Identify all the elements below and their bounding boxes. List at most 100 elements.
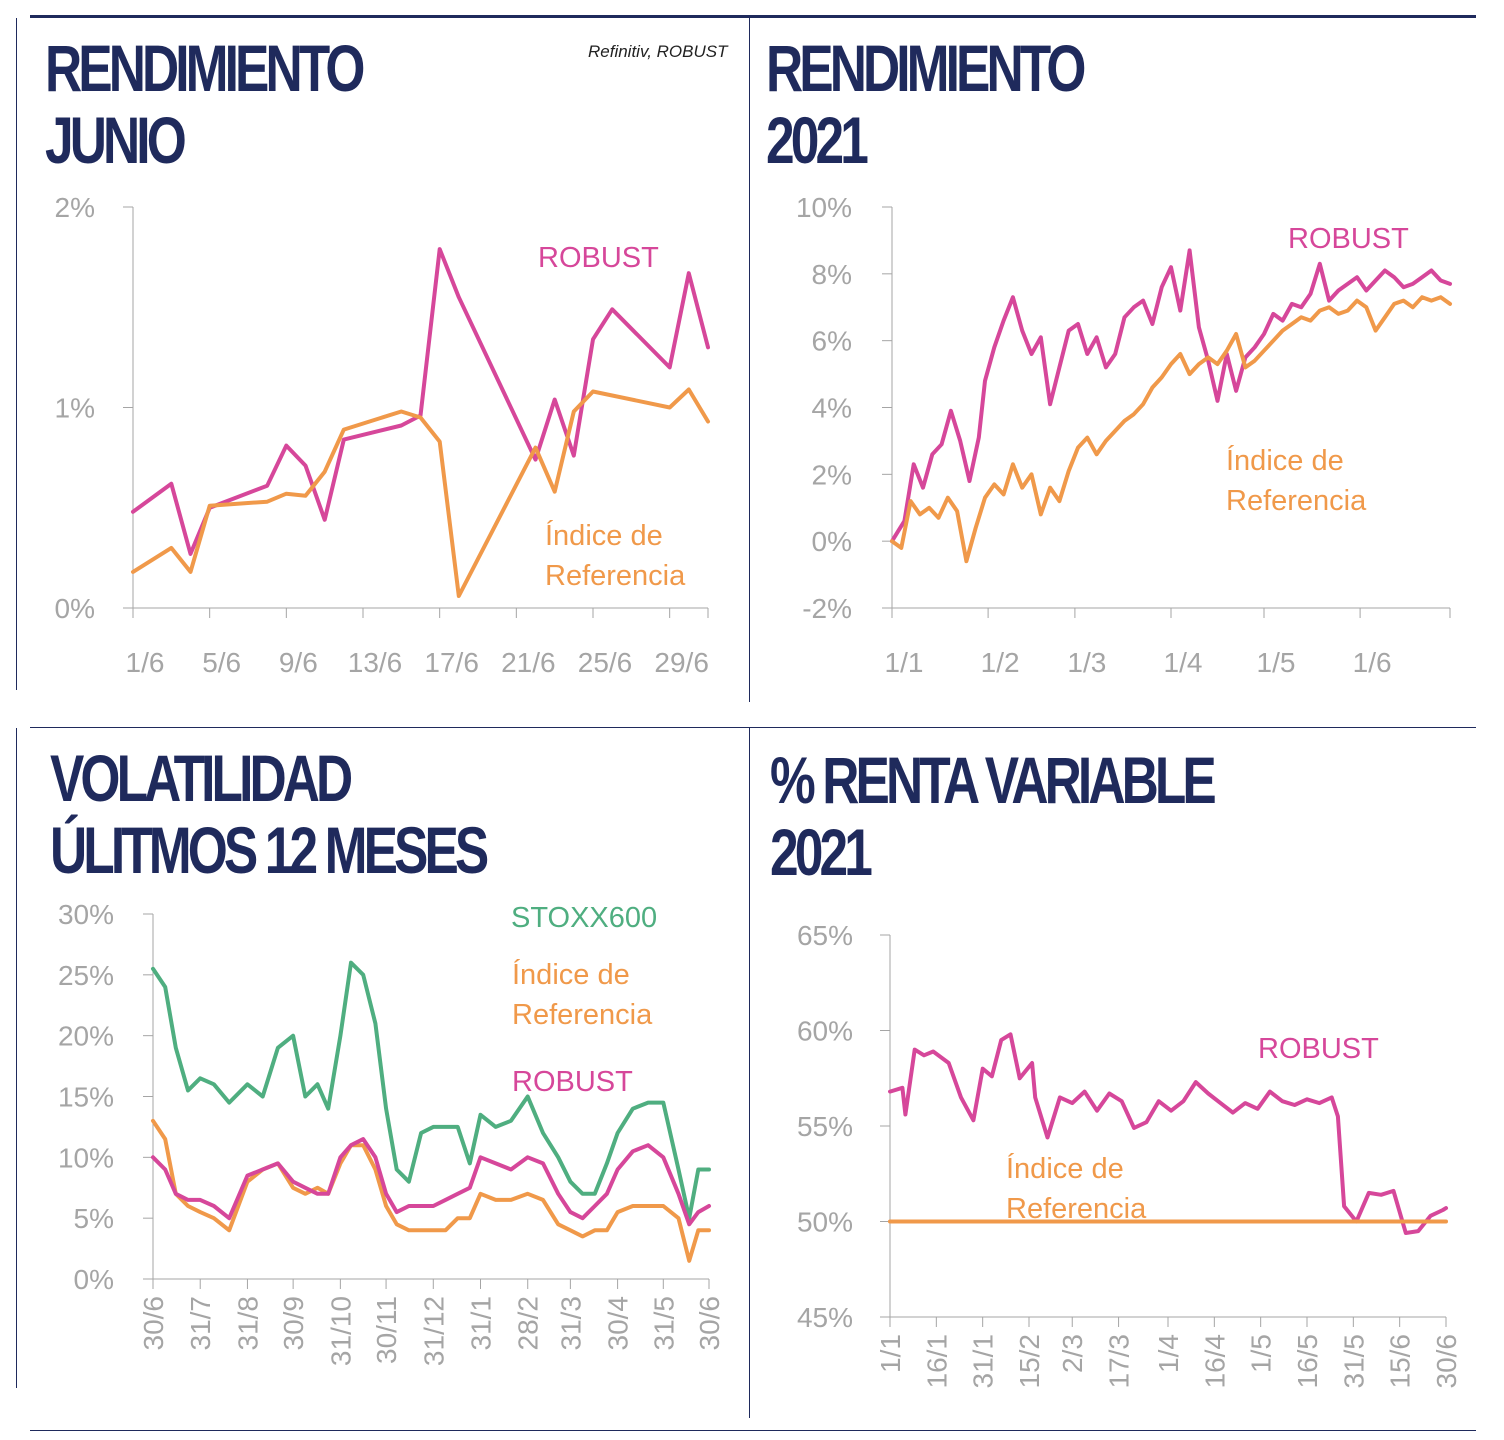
title-line-2: ÚLITMOS 12 MESES <box>50 813 489 887</box>
series-label-indice-de-referencia: Referencia <box>545 560 686 592</box>
y-tick-label: 4% <box>812 393 852 424</box>
x-tick-label: 30/6 <box>138 1296 169 1351</box>
y-tick-label: 10% <box>796 192 852 223</box>
x-tick-label: 1/4 <box>1153 1334 1184 1373</box>
x-tick-label: 16/1 <box>921 1334 952 1389</box>
title-line-2: 2021 <box>766 103 869 177</box>
x-tick-label: 1/5 <box>1246 1334 1277 1373</box>
bottom-rule <box>30 1430 1476 1431</box>
y-tick-label: 2% <box>812 459 852 490</box>
x-tick-label: 2/3 <box>1057 1334 1088 1373</box>
series-label-stoxx600: STOXX600 <box>511 902 657 934</box>
x-tick-label: 30/11 <box>371 1296 402 1364</box>
x-tick-label: 31/10 <box>325 1296 356 1366</box>
x-tick-label: 21/6 <box>501 647 556 678</box>
series-label-indice-de-referencia: Índice de <box>545 519 663 552</box>
title-line-1: RENDIMIENTO <box>766 31 1086 105</box>
series-label-indice-de-referencia: Referencia <box>1006 1193 1147 1225</box>
panel-volatilidad: VOLATILIDAD ÚLITMOS 12 MESES 0% 5% 10% 15% 2… <box>0 728 750 1440</box>
panel-title: VOLATILIDAD ÚLITMOS 12 MESES <box>50 742 489 887</box>
x-tick-label: 31/5 <box>1338 1334 1369 1389</box>
panel-renta-variable: % RENTA VARIABLE 2021 45% 50% 55% 60% 65% 1/1… <box>750 728 1504 1440</box>
x-tick-label: 28/2 <box>513 1296 544 1351</box>
x-tick-label: 1/6 <box>126 647 165 678</box>
x-tick-label: 1/1 <box>885 647 924 678</box>
divider-bottom <box>749 728 750 1418</box>
x-tick-label: 31/3 <box>555 1296 586 1351</box>
panel-title: RENDIMIENTO JUNIO <box>45 31 365 177</box>
x-tick-label: 31/1 <box>968 1334 999 1389</box>
middle-rule <box>30 727 1476 728</box>
y-tick-label: 30% <box>58 899 114 930</box>
y-tick-label: 2% <box>55 192 95 223</box>
series-line-robust <box>151 1137 711 1227</box>
x-tick-label: 31/1 <box>466 1296 497 1351</box>
x-tick-label: 1/4 <box>1164 647 1203 678</box>
x-tick-label: 31/7 <box>185 1296 216 1351</box>
y-tick-label: 65% <box>797 920 853 951</box>
y-tick-label: 0% <box>812 526 852 557</box>
x-tick-label: 30/4 <box>603 1296 634 1351</box>
panel-rendimiento-2021: RENDIMIENTO 2021 -2% 0% 2% 4% 6% 8% 10% 1/1 1/2 1… <box>750 0 1504 720</box>
x-tick-label: 1/5 <box>1257 647 1296 678</box>
panel-rendimiento-junio: RENDIMIENTO JUNIO Refinitiv, ROBUST 0% 1%… <box>0 0 750 720</box>
x-tick-label: 16/5 <box>1292 1334 1323 1389</box>
series-label-indice-de-referencia: Referencia <box>512 999 653 1031</box>
x-tick-label: 17/3 <box>1104 1334 1135 1389</box>
panel-title: % RENTA VARIABLE 2021 <box>770 744 1217 889</box>
y-tick-label: -2% <box>802 593 852 624</box>
y-tick-label: 50% <box>797 1207 853 1238</box>
x-tick-label: 1/1 <box>875 1334 906 1373</box>
x-tick-label: 1/2 <box>981 647 1020 678</box>
left-rule-top <box>16 18 17 690</box>
series-label-indice-de-referencia: Referencia <box>1226 485 1367 517</box>
series-line-indice-de-referencia <box>151 1118 711 1263</box>
series-label-robust: ROBUST <box>1288 223 1409 255</box>
series-line-robust <box>890 248 1452 544</box>
y-tick-label: 45% <box>797 1302 853 1333</box>
x-tick-label: 25/6 <box>578 647 633 678</box>
y-tick-label: 0% <box>55 593 95 624</box>
series-label-indice-de-referencia: Índice de <box>1226 444 1344 477</box>
title-line-2: 2021 <box>770 815 873 889</box>
y-tick-label: 25% <box>58 960 114 991</box>
chart-renta-variable: 45% 50% 55% 60% 65% 1/1 16/1 31/1 15/2 2/3 17/3 1/4… <box>797 920 1462 1389</box>
top-rule <box>30 15 1476 18</box>
series-label-robust: ROBUST <box>512 1066 633 1098</box>
x-tick-label: 31/8 <box>232 1296 263 1351</box>
series-label-indice-de-referencia: Índice de <box>1006 1152 1124 1185</box>
chart-volatilidad: 0% 5% 10% 15% 20% 25% 30% 30/6 31/7 31/8 30/9 31/10… <box>58 899 725 1366</box>
x-tick-label: 29/6 <box>654 647 709 678</box>
y-tick-label: 8% <box>812 259 852 290</box>
series-label-robust: ROBUST <box>1258 1033 1379 1065</box>
x-tick-label: 16/4 <box>1199 1334 1230 1389</box>
x-tick-label: 15/2 <box>1014 1334 1045 1389</box>
y-tick-label: 10% <box>58 1142 114 1173</box>
x-tick-label: 30/6 <box>694 1296 725 1351</box>
title-line-2: JUNIO <box>45 103 187 177</box>
title-line-1: RENDIMIENTO <box>45 31 365 105</box>
y-tick-label: 6% <box>812 326 852 357</box>
x-tick-label: 17/6 <box>424 647 479 678</box>
series-line-stoxx600 <box>151 960 711 1221</box>
left-rule-bottom <box>16 728 17 1388</box>
series-line-robust <box>888 1032 1448 1235</box>
chart-rendimiento-junio: 0% 1% 2% 1/6 5/6 9/6 13/6 17/6 21/6 25/6 29/6 ROBUS… <box>55 192 710 678</box>
panel-title: RENDIMIENTO 2021 <box>766 31 1086 177</box>
y-tick-label: 20% <box>58 1021 114 1052</box>
y-tick-label: 60% <box>797 1016 853 1047</box>
x-tick-label: 1/6 <box>1353 647 1392 678</box>
x-tick-label: 31/5 <box>648 1296 679 1351</box>
source-note: Refinitiv, ROBUST <box>588 42 728 61</box>
x-tick-label: 15/6 <box>1385 1334 1416 1389</box>
divider-top <box>749 18 750 702</box>
series-label-indice-de-referencia: Índice de <box>512 958 630 991</box>
series-line-indice-de-referencia <box>131 387 710 598</box>
x-tick-label: 13/6 <box>348 647 403 678</box>
series-line-indice-de-referencia <box>890 295 1452 564</box>
x-tick-label: 1/3 <box>1067 647 1106 678</box>
chart-rendimiento-2021: -2% 0% 2% 4% 6% 8% 10% 1/1 1/2 1/3 1/4 1/5 1/6 ROBUST… <box>796 192 1452 678</box>
y-tick-label: 0% <box>74 1264 114 1295</box>
x-tick-label: 30/9 <box>278 1296 309 1351</box>
x-tick-label: 31/12 <box>418 1296 449 1366</box>
